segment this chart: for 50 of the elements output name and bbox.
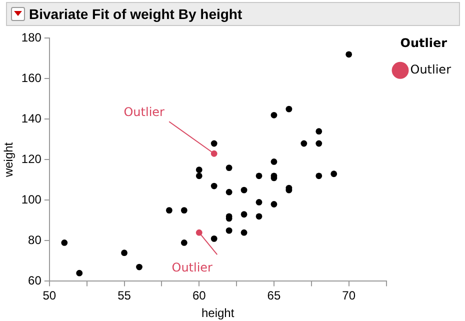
point <box>256 199 262 206</box>
point <box>226 227 232 234</box>
point <box>166 207 172 214</box>
point <box>210 182 218 190</box>
point <box>316 140 322 147</box>
point <box>180 240 188 246</box>
point <box>300 140 308 147</box>
point <box>226 188 232 196</box>
chart-title: Bivariate Fit of weight By height <box>29 6 242 22</box>
point <box>286 106 292 112</box>
y-tick-label: 140 <box>21 112 42 126</box>
y-tick-label: 80 <box>28 233 42 248</box>
point <box>256 172 262 180</box>
y-tick-label: 60 <box>28 274 42 288</box>
point <box>270 112 278 118</box>
x-tick-label: 50 <box>42 288 56 303</box>
y-axis-title: weight <box>2 142 16 178</box>
y-tick-label: 160 <box>21 71 42 86</box>
annotation: Outlier <box>172 260 213 275</box>
point <box>346 51 352 58</box>
point <box>270 158 278 165</box>
x-tick-label: 70 <box>342 288 356 303</box>
legend-label: Outlier <box>410 62 452 77</box>
point <box>61 240 68 246</box>
point <box>316 172 322 180</box>
annotation: Outlier <box>124 104 165 119</box>
point <box>256 213 262 220</box>
point <box>270 201 278 208</box>
point <box>210 140 218 147</box>
x-tick-label: 65 <box>267 288 281 303</box>
point <box>180 207 188 214</box>
point <box>240 229 248 236</box>
point <box>210 235 218 242</box>
point <box>121 250 128 256</box>
x-tick-label: 55 <box>118 288 132 303</box>
point <box>196 172 202 180</box>
y-tick-label: 180 <box>21 30 42 45</box>
y-tick-label: 100 <box>21 192 42 207</box>
x-tick-label: 60 <box>192 288 206 303</box>
point <box>316 128 322 135</box>
x-axis-title: height <box>201 306 235 320</box>
point <box>240 211 248 218</box>
point <box>226 164 232 171</box>
point <box>76 270 83 276</box>
point <box>136 264 142 270</box>
point <box>240 186 248 194</box>
legend-title: Outlier <box>400 36 448 50</box>
point <box>330 170 338 178</box>
y-tick-label: 120 <box>21 152 42 166</box>
point <box>196 166 202 174</box>
